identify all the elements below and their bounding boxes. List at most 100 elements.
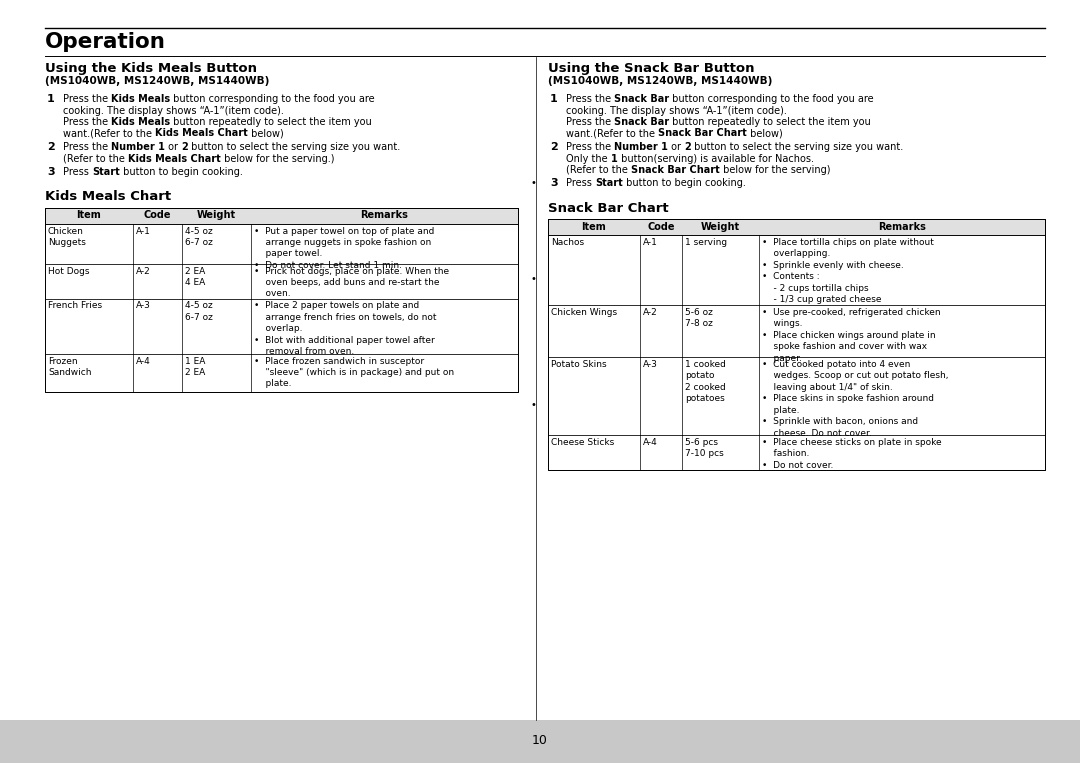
Text: Nachos: Nachos (551, 238, 584, 247)
Text: Snack Bar: Snack Bar (615, 117, 670, 127)
Text: Remarks: Remarks (878, 222, 926, 232)
Text: •  Place tortilla chips on plate without
    overlapping.
•  Sprinkle evenly wit: • Place tortilla chips on plate without … (762, 238, 934, 304)
Bar (548, 235, 1045, 305)
Text: want.(Refer to the: want.(Refer to the (566, 128, 658, 139)
Bar (45, 353, 518, 391)
Text: Only the: Only the (566, 153, 611, 163)
Text: •  Place frozen sandwich in susceptor
    "sleeve" (which is in package) and put: • Place frozen sandwich in susceptor "sl… (254, 356, 454, 388)
Text: Hot Dogs: Hot Dogs (48, 266, 90, 275)
Text: cooking. The display shows “A-1”(item code).: cooking. The display shows “A-1”(item co… (63, 105, 284, 115)
Text: Item: Item (582, 222, 606, 232)
Text: 5-6 oz
7-8 oz: 5-6 oz 7-8 oz (685, 308, 713, 328)
Text: A-4: A-4 (643, 438, 658, 447)
Bar (548, 219, 1045, 235)
Text: Number 1: Number 1 (111, 142, 165, 152)
Text: button repeatedly to select the item you: button repeatedly to select the item you (670, 117, 872, 127)
Text: Item: Item (77, 211, 102, 221)
Text: Press the: Press the (63, 117, 111, 127)
Bar (548, 219, 1045, 470)
Text: •  Put a paper towel on top of plate and
    arrange nuggets in spoke fashion on: • Put a paper towel on top of plate and … (254, 227, 434, 270)
Text: Press the: Press the (63, 94, 111, 104)
Text: 10: 10 (532, 735, 548, 748)
Text: button to select the serving size you want.: button to select the serving size you wa… (691, 142, 903, 152)
Text: 1: 1 (550, 94, 557, 104)
Text: button corresponding to the food you are: button corresponding to the food you are (670, 94, 874, 104)
Text: Press the: Press the (566, 94, 615, 104)
Text: cooking. The display shows “A-1”(item code).: cooking. The display shows “A-1”(item co… (566, 105, 787, 115)
Text: •  Place cheese sticks on plate in spoke
    fashion.
•  Do not cover.: • Place cheese sticks on plate in spoke … (762, 438, 942, 470)
Text: Press the: Press the (566, 142, 615, 152)
Text: 1: 1 (48, 94, 55, 104)
Text: Code: Code (647, 222, 675, 232)
Text: Remarks: Remarks (361, 211, 408, 221)
Text: want.(Refer to the: want.(Refer to the (63, 128, 156, 139)
Text: (Refer to the: (Refer to the (63, 153, 129, 163)
Text: Weight: Weight (701, 222, 740, 232)
Text: button repeatedly to select the item you: button repeatedly to select the item you (171, 117, 373, 127)
Text: A-4: A-4 (135, 356, 150, 365)
Text: Press the: Press the (566, 117, 615, 127)
Text: below for the serving): below for the serving) (719, 165, 831, 175)
Bar (548, 219, 1045, 235)
Text: A-1: A-1 (643, 238, 658, 247)
Text: •  Prick hot dogs, place on plate. When the
    oven beeps, add buns and re-star: • Prick hot dogs, place on plate. When t… (254, 266, 449, 298)
Bar (45, 208, 518, 224)
Text: Start: Start (92, 167, 120, 177)
Text: Using the Kids Meals Button: Using the Kids Meals Button (45, 62, 257, 75)
Text: A-2: A-2 (135, 266, 150, 275)
Text: A-3: A-3 (643, 360, 658, 369)
Text: •: • (530, 400, 536, 410)
Text: •  Use pre-cooked, refrigerated chicken
    wings.
•  Place chicken wings around: • Use pre-cooked, refrigerated chicken w… (762, 308, 941, 362)
Text: •  Cut cooked potato into 4 even
    wedges. Scoop or cut out potato flesh,
    : • Cut cooked potato into 4 even wedges. … (762, 360, 948, 438)
Text: Cheese Sticks: Cheese Sticks (551, 438, 615, 447)
Text: A-3: A-3 (135, 301, 150, 311)
Text: Press: Press (63, 167, 92, 177)
Text: Operation: Operation (45, 32, 166, 52)
Text: (Refer to the: (Refer to the (566, 165, 631, 175)
Text: 2: 2 (550, 142, 557, 152)
Text: •: • (530, 273, 536, 284)
Text: Press: Press (566, 179, 595, 188)
Text: 2: 2 (685, 142, 691, 152)
Bar (45, 224, 518, 263)
Text: Frozen
Sandwich: Frozen Sandwich (48, 356, 92, 377)
Text: Kids Meals Chart: Kids Meals Chart (129, 153, 220, 163)
Text: Kids Meals Chart: Kids Meals Chart (156, 128, 248, 139)
Text: Snack Bar Chart: Snack Bar Chart (548, 202, 669, 215)
Text: button(serving) is available for Nachos.: button(serving) is available for Nachos. (618, 153, 813, 163)
Text: or: or (669, 142, 685, 152)
Text: Snack Bar Chart: Snack Bar Chart (658, 128, 747, 139)
Bar (548, 435, 1045, 470)
Text: 1 serving: 1 serving (685, 238, 727, 247)
Text: 1 cooked
potato
2 cooked
potatoes: 1 cooked potato 2 cooked potatoes (685, 360, 726, 404)
Text: Press the: Press the (63, 142, 111, 152)
Text: A-2: A-2 (643, 308, 658, 317)
Text: Weight: Weight (197, 211, 237, 221)
Bar (45, 263, 518, 298)
Bar (45, 208, 518, 224)
Text: •  Place 2 paper towels on plate and
    arrange french fries on towels, do not
: • Place 2 paper towels on plate and arra… (254, 301, 436, 356)
Text: French Fries: French Fries (48, 301, 103, 311)
Text: Snack Bar Chart: Snack Bar Chart (631, 165, 719, 175)
Text: Kids Meals: Kids Meals (111, 94, 171, 104)
Text: Kids Meals: Kids Meals (111, 117, 171, 127)
Text: button to begin cooking.: button to begin cooking. (623, 179, 745, 188)
Text: 1 EA
2 EA: 1 EA 2 EA (185, 356, 205, 377)
Text: Using the Snack Bar Button: Using the Snack Bar Button (548, 62, 755, 75)
Text: 2 EA
4 EA: 2 EA 4 EA (185, 266, 205, 287)
Bar (548, 305, 1045, 357)
Bar (0, 720, 1080, 763)
Text: 5-6 pcs
7-10 pcs: 5-6 pcs 7-10 pcs (685, 438, 724, 459)
Text: or: or (165, 142, 181, 152)
Bar (45, 208, 518, 391)
Text: A-1: A-1 (135, 227, 150, 236)
Text: below for the serving.): below for the serving.) (220, 153, 334, 163)
Text: button corresponding to the food you are: button corresponding to the food you are (171, 94, 375, 104)
Text: 3: 3 (550, 179, 557, 188)
Text: (MS1040WB, MS1240WB, MS1440WB): (MS1040WB, MS1240WB, MS1440WB) (45, 76, 269, 86)
Text: Number 1: Number 1 (615, 142, 669, 152)
Text: 2: 2 (48, 142, 55, 152)
Text: below): below) (248, 128, 284, 139)
Text: 4-5 oz
6-7 oz: 4-5 oz 6-7 oz (185, 301, 213, 322)
Text: 2: 2 (181, 142, 188, 152)
